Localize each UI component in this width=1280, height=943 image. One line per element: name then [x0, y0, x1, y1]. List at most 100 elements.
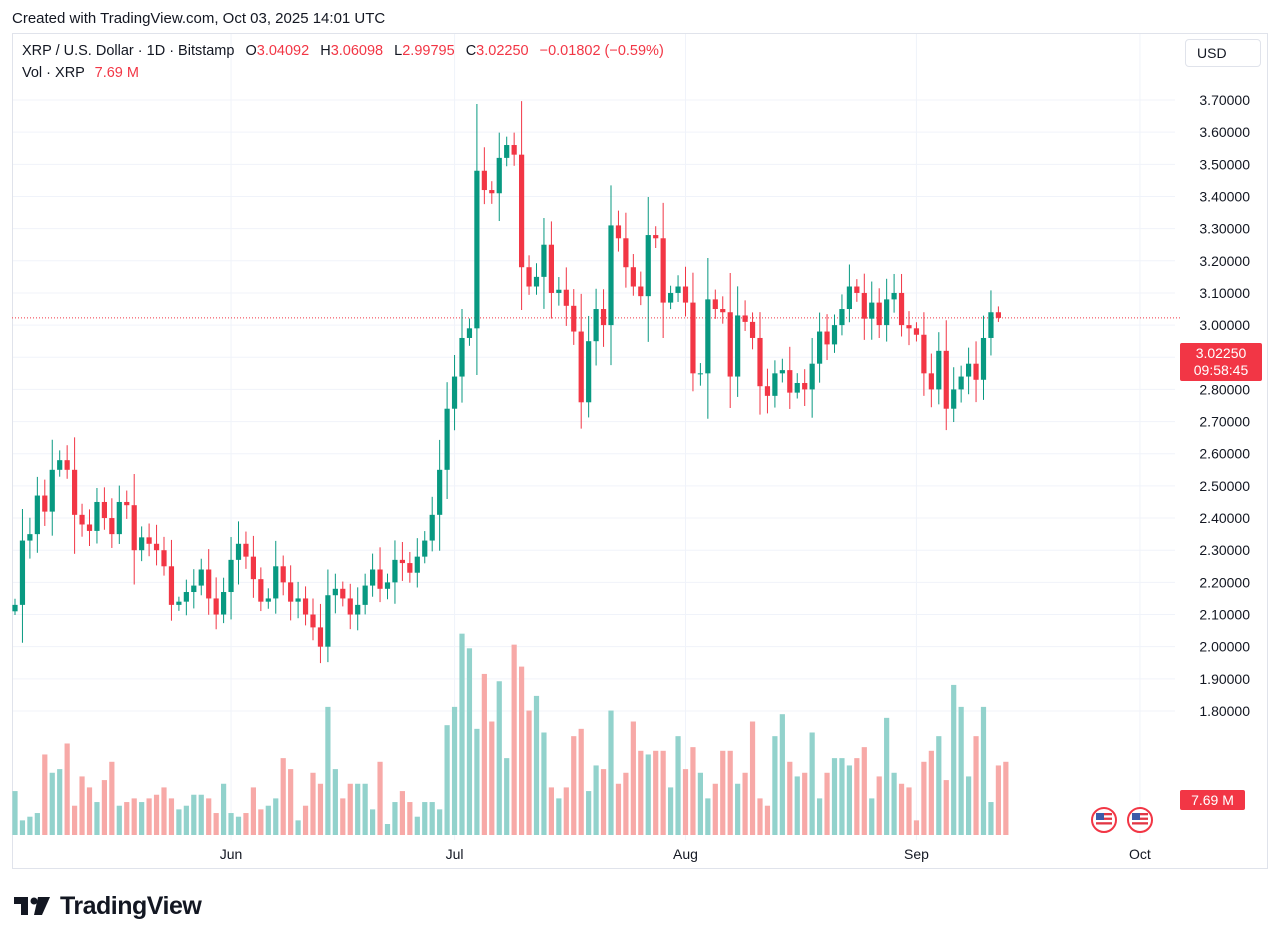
- candle-body: [86, 524, 93, 531]
- volume-bar: [928, 750, 934, 835]
- candle-body: [809, 363, 815, 390]
- volume-bar: [109, 761, 115, 835]
- candle: [235, 521, 242, 585]
- candle: [630, 254, 636, 296]
- candle: [131, 473, 137, 585]
- candle: [191, 569, 197, 609]
- candle-body: [459, 337, 465, 377]
- candle: [586, 315, 592, 418]
- candle: [705, 258, 711, 419]
- candle-body: [340, 588, 346, 599]
- candle: [109, 498, 115, 548]
- candle-body: [608, 225, 614, 326]
- candle-body: [474, 170, 480, 329]
- candle-body: [57, 460, 63, 470]
- candle: [504, 136, 510, 167]
- candle-body: [191, 585, 197, 593]
- candle-body: [176, 601, 182, 605]
- candle: [288, 565, 294, 621]
- candle: [884, 278, 890, 342]
- volume-bar: [995, 765, 1001, 835]
- volume-bar: [451, 706, 458, 835]
- volume-bar: [638, 750, 644, 835]
- candle-body: [511, 145, 517, 155]
- vertical-gridlines: [230, 34, 1141, 840]
- x-tick-label: Sep: [904, 846, 929, 862]
- candle: [757, 312, 763, 415]
- volume-bar: [176, 809, 182, 835]
- candle-body: [943, 350, 949, 409]
- candle: [869, 281, 875, 340]
- candle-body: [384, 582, 391, 589]
- candle-body: [936, 350, 942, 390]
- volume-bar: [340, 798, 346, 835]
- volume-bar: [124, 802, 130, 835]
- y-tick-label: 3.20000: [1199, 253, 1250, 269]
- price-change: −0.01802 (−0.59%): [539, 43, 664, 59]
- candle-body: [563, 289, 569, 306]
- volume-bar: [34, 813, 40, 835]
- candle-body: [429, 514, 435, 541]
- y-tick-label: 1.90000: [1199, 671, 1250, 687]
- volume-bar: [898, 783, 905, 835]
- candle: [407, 551, 413, 583]
- candle: [437, 439, 443, 551]
- candle-body: [422, 540, 428, 557]
- y-tick-label: 3.00000: [1199, 317, 1250, 333]
- volume-histogram: [12, 633, 1009, 835]
- candle-body: [586, 341, 592, 403]
- time-axis-labels: Jun Jul Aug Sep Oct: [220, 846, 1151, 862]
- volume-bar: [854, 758, 860, 835]
- candle-body: [660, 238, 666, 303]
- candle-body: [705, 299, 711, 374]
- y-tick-label: 3.40000: [1199, 188, 1250, 204]
- candle-body: [228, 559, 234, 593]
- low-value: 2.99795: [402, 43, 455, 59]
- volume-bar: [116, 805, 122, 835]
- candle-body: [749, 321, 756, 338]
- y-tick-label: 3.10000: [1199, 285, 1250, 301]
- candle: [86, 509, 93, 547]
- candle-body: [906, 325, 912, 329]
- candle: [124, 490, 130, 519]
- candle: [101, 487, 107, 530]
- candle-body: [593, 309, 599, 342]
- candle: [712, 289, 718, 319]
- volume-label: Vol · XRP: [22, 65, 85, 81]
- candle-body: [131, 505, 137, 551]
- candle: [764, 368, 771, 414]
- candle-body: [966, 363, 972, 377]
- candle: [444, 382, 450, 499]
- candle: [943, 320, 949, 431]
- candle-body: [377, 569, 383, 589]
- candle-body: [94, 501, 100, 531]
- price-axis-labels: 1.80000 1.90000 2.00000 2.10000 2.20000 2.300…: [1199, 92, 1250, 719]
- currency-selector[interactable]: USD: [1185, 39, 1261, 67]
- candle-body: [727, 312, 733, 377]
- volume-bar: [682, 769, 689, 835]
- candle-body: [288, 582, 294, 602]
- candle-body: [12, 604, 18, 612]
- candle: [563, 267, 569, 326]
- candle-body: [64, 460, 70, 470]
- candle-body: [839, 309, 845, 326]
- candle: [921, 312, 927, 396]
- candle: [802, 369, 808, 407]
- candle-body: [243, 543, 249, 557]
- volume-bar: [504, 758, 510, 835]
- volume-bar: [496, 681, 502, 835]
- candle-body: [891, 292, 897, 300]
- candle: [481, 147, 487, 205]
- candle-body: [49, 469, 55, 512]
- candle: [600, 289, 607, 347]
- volume-bar: [235, 816, 242, 835]
- candle: [213, 577, 219, 630]
- candle-body: [496, 157, 502, 194]
- volume-bar: [332, 769, 338, 835]
- volume-bar: [660, 750, 666, 835]
- candle: [295, 581, 301, 619]
- candle: [526, 255, 532, 295]
- candle-body: [794, 382, 800, 393]
- volume-bar: [198, 794, 204, 835]
